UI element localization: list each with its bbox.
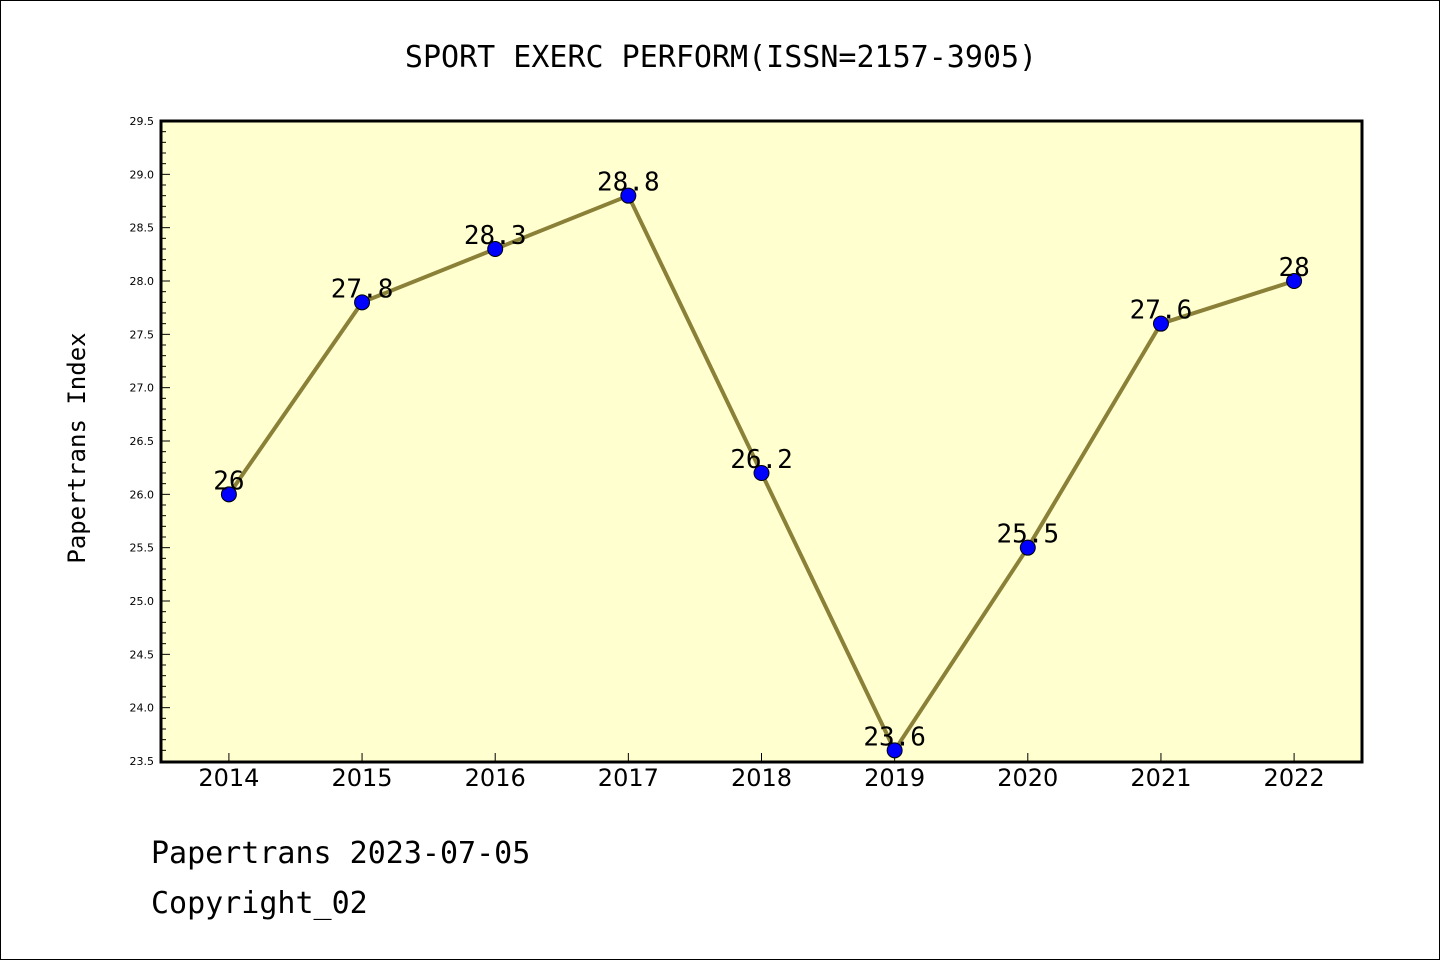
y-tick-label: 26.5 — [130, 435, 155, 448]
data-point — [1152, 315, 1169, 332]
y-axis-label: Papertrans Index — [63, 332, 91, 563]
y-tick-label: 28.5 — [130, 222, 155, 235]
y-axis-ticks: 23.5 24.0 24.5 25.0 25.5 26.0 26.5 27.0 27.5 28.0… — [130, 115, 170, 768]
data-point — [220, 486, 237, 503]
x-tick-label: 2021 — [1130, 764, 1191, 792]
data-label-layer: 26 27.8 28.3 28.8 26.2 23.6 25.5 27.6 28 — [213, 168, 1310, 753]
x-tick-label: 2016 — [465, 764, 526, 792]
x-tick-label: 2018 — [731, 764, 792, 792]
y-tick-label: 23.5 — [130, 755, 155, 768]
data-label: 28.8 — [597, 168, 660, 198]
y-tick-label: 24.5 — [130, 648, 155, 661]
data-label: 26.2 — [730, 445, 793, 475]
data-label: 28 — [1278, 253, 1309, 283]
y-tick-label: 25.0 — [130, 595, 155, 608]
data-label: 25.5 — [996, 520, 1059, 550]
y-tick-label: 28.0 — [130, 275, 155, 288]
y-tick-label: 24.0 — [130, 702, 155, 715]
x-tick-label: 2015 — [332, 764, 393, 792]
data-point — [1019, 539, 1036, 556]
data-point — [886, 742, 903, 759]
y-tick-label: 27.0 — [130, 382, 155, 395]
data-label: 26 — [213, 466, 244, 496]
chart-title: SPORT EXERC PERFORM(ISSN=2157-3905) — [405, 40, 1037, 75]
footer-source: Papertrans 2023-07-05 — [151, 836, 531, 871]
x-tick-label: 2020 — [997, 764, 1058, 792]
y-tick-label: 25.5 — [130, 542, 155, 555]
data-point — [1286, 273, 1303, 289]
marker-layer — [220, 187, 1303, 759]
x-axis-ticks: 2014 2015 2016 2017 2018 2019 2020 2021 2022 — [198, 753, 1325, 792]
x-tick-label: 2014 — [198, 764, 259, 792]
y-tick-label: 26.0 — [130, 488, 155, 501]
footer-copyright: Copyright_02 — [151, 886, 368, 921]
data-point — [620, 187, 637, 204]
data-label: 28.3 — [464, 221, 527, 251]
y-tick-label: 29.0 — [130, 168, 155, 181]
y-tick-label: 27.5 — [130, 328, 155, 341]
data-label: 27.8 — [331, 274, 394, 304]
data-point — [354, 294, 371, 311]
data-label: 27.6 — [1130, 296, 1193, 326]
x-tick-label: 2019 — [864, 764, 925, 792]
data-label: 23.6 — [863, 722, 926, 752]
x-tick-label: 2017 — [598, 764, 659, 792]
data-point — [753, 465, 770, 481]
y-tick-label: 29.5 — [130, 115, 155, 128]
x-tick-label: 2022 — [1264, 764, 1325, 792]
data-point — [487, 241, 504, 257]
plot-area — [159, 119, 1364, 764]
